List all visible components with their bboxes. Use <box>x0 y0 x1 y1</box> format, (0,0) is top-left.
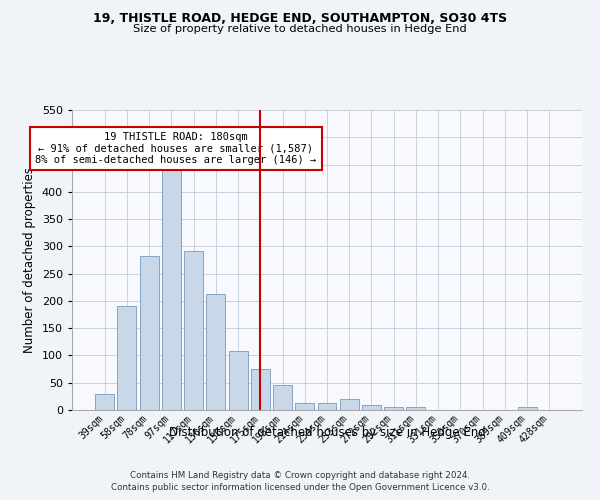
Bar <box>518 408 536 410</box>
Bar <box>317 404 337 410</box>
Text: 19 THISTLE ROAD: 180sqm
← 91% of detached houses are smaller (1,587)
8% of semi-: 19 THISTLE ROAD: 180sqm ← 91% of detache… <box>35 132 316 165</box>
Y-axis label: Number of detached properties: Number of detached properties <box>23 167 36 353</box>
Bar <box>340 398 359 410</box>
Bar <box>162 162 181 410</box>
Bar <box>273 385 292 410</box>
Bar <box>406 408 425 410</box>
Text: Contains public sector information licensed under the Open Government Licence v3: Contains public sector information licen… <box>110 483 490 492</box>
Bar <box>95 394 114 410</box>
Bar <box>184 252 203 410</box>
Bar <box>118 306 136 410</box>
Bar <box>295 403 314 410</box>
Text: Size of property relative to detached houses in Hedge End: Size of property relative to detached ho… <box>133 24 467 34</box>
Text: 19, THISTLE ROAD, HEDGE END, SOUTHAMPTON, SO30 4TS: 19, THISTLE ROAD, HEDGE END, SOUTHAMPTON… <box>93 12 507 26</box>
Bar <box>206 294 225 410</box>
Text: Distribution of detached houses by size in Hedge End: Distribution of detached houses by size … <box>169 426 485 439</box>
Text: Contains HM Land Registry data © Crown copyright and database right 2024.: Contains HM Land Registry data © Crown c… <box>130 472 470 480</box>
Bar <box>362 404 381 410</box>
Bar <box>384 408 403 410</box>
Bar <box>251 369 270 410</box>
Bar <box>229 350 248 410</box>
Bar <box>140 256 158 410</box>
